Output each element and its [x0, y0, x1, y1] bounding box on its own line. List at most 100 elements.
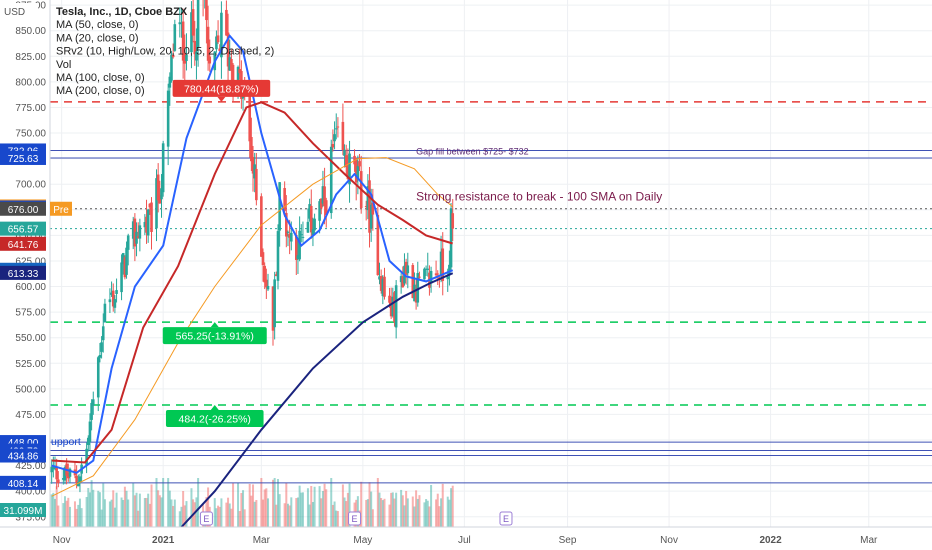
candle-body [324, 200, 328, 216]
candle-body [173, 24, 177, 51]
horizontal-levels [50, 101, 932, 484]
volume-bar [182, 491, 185, 527]
volume-bar [85, 497, 88, 527]
candle-body [308, 204, 311, 219]
volume-bar [110, 499, 113, 527]
target-label-arrow [210, 405, 219, 411]
volume-bar [173, 499, 176, 527]
volume-bar [157, 490, 160, 527]
volume-bar [288, 505, 291, 527]
volume-bar [52, 492, 55, 527]
moving-averages [51, 34, 454, 528]
volume-bar [127, 499, 130, 527]
price-tag-text: 434.86 [8, 452, 39, 463]
candle-body [286, 231, 290, 233]
x-tick-label: Nov [660, 535, 678, 546]
volume-bar [368, 482, 371, 527]
candle-body [278, 182, 281, 231]
volume-bar [103, 499, 106, 527]
candle-body [414, 289, 418, 303]
candle-body [135, 231, 138, 244]
candle-body [378, 276, 381, 280]
volume-bar [423, 502, 426, 527]
volume-tag-box [0, 503, 46, 517]
candle-body [156, 174, 160, 201]
candle-body [248, 92, 251, 142]
candle-body [166, 90, 170, 147]
volume-bar [341, 484, 344, 527]
volume-bar [122, 500, 125, 527]
candle-body [294, 234, 298, 260]
y-tick-label: 625.00 [15, 256, 46, 267]
volume-bar [102, 483, 105, 527]
volume-bar [138, 493, 141, 527]
candle-body [285, 212, 288, 237]
volume-bar [97, 490, 100, 527]
volume-bar [380, 498, 383, 527]
legend-line: SRv2 (10, High/Low, 20, 10, 5, 2, Dashed… [56, 46, 274, 58]
volume-bar [366, 499, 369, 527]
volume-bar [240, 492, 243, 527]
volume-bar [123, 486, 126, 527]
candle-body [168, 76, 172, 88]
candle-body [88, 421, 92, 442]
volume-bar [285, 482, 288, 527]
price-tag-box [0, 448, 46, 463]
candle-body [125, 247, 128, 275]
volume-bar [383, 498, 386, 527]
candle-body [161, 143, 165, 193]
candle-body [208, 56, 212, 64]
volume-bar [333, 501, 336, 527]
candle-body [439, 251, 443, 277]
volume-bar [168, 490, 171, 527]
volume-bar [393, 498, 396, 527]
candle-body [333, 134, 336, 142]
price-tag-box [0, 150, 46, 165]
y-tick-label: 750.00 [15, 129, 46, 140]
volume-bar [451, 485, 454, 527]
candle-body [113, 299, 117, 308]
volume-bar [185, 501, 188, 527]
volume-bar [430, 484, 433, 527]
volume-bar [283, 503, 286, 527]
pre-market-label: Pre [53, 205, 69, 216]
target-label-arrow [217, 96, 226, 102]
volume-bar [78, 498, 81, 527]
x-axis-background [0, 527, 932, 550]
legend-line: MA (200, close, 0) [56, 85, 145, 97]
candle-body [383, 276, 386, 297]
x-tick-label: May [353, 535, 372, 546]
volume-bar [252, 484, 255, 527]
y-tick-label: 425.00 [15, 461, 46, 472]
volume-bar [147, 493, 150, 527]
candle-body [389, 301, 393, 317]
volume-bar [335, 510, 338, 527]
volume-bar [298, 485, 301, 527]
candle-body [283, 188, 286, 211]
x-tick-label: 2022 [759, 535, 782, 546]
volume-bar [172, 505, 175, 527]
candle-body [401, 276, 405, 288]
candle-body [451, 213, 455, 229]
volume-bar [306, 488, 309, 527]
earnings-marker-box [499, 511, 513, 526]
candle-body [91, 399, 95, 406]
y-tick-label: 550.00 [15, 333, 46, 344]
volume-bar [378, 492, 381, 527]
volume-bar [155, 478, 158, 527]
volume-bar [143, 497, 146, 527]
volume-bar [413, 506, 416, 527]
candle-body [52, 466, 55, 470]
candle-body [348, 153, 351, 185]
candle-body [231, 64, 235, 90]
candle-body [260, 196, 263, 257]
volume-bar [278, 494, 281, 527]
candle-body [429, 270, 433, 284]
candle-body [111, 290, 115, 307]
volume-bar [323, 483, 326, 527]
candle-body [253, 164, 256, 179]
volume-bar [145, 497, 148, 527]
volume-bar [53, 498, 56, 527]
